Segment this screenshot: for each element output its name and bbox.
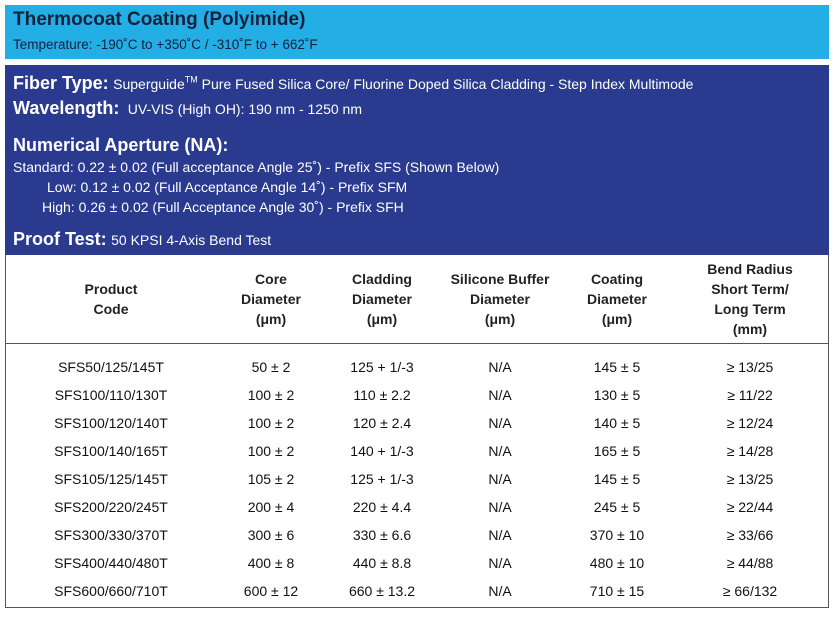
cell-core-diameter: 105 ± 2 [247,471,295,487]
cell-bend-radius: ≥ 44/88 [726,555,774,571]
cell-buffer-diameter: N/A [488,499,512,515]
cell-product-code: SFS100/140/165T [54,443,168,459]
cell-coating-diameter: 480 ± 10 [589,555,645,571]
cell-product-code: SFS600/660/710T [54,583,168,599]
cell-cladding-diameter: 140 + 1/-3 [350,443,414,459]
wavelength-label: Wavelength: [13,98,120,118]
table-row: SFS100/110/130T 100 ± 2 110 ± 2.2 N/A 130 ± … [6,381,828,409]
cell-bend-radius: ≥ 22/44 [726,499,774,515]
table-row: SFS200/220/245T 200 ± 4 220 ± 4.4 N/A 245 ± … [6,493,828,521]
cell-coating-diameter: 710 ± 15 [589,583,645,599]
table-row: SFS600/660/710T 600 ± 12 660 ± 13.2 N/A 710 … [6,577,828,605]
cell-coating-diameter: 165 ± 5 [593,443,641,459]
cell-cladding-diameter: 330 ± 6.6 [352,527,412,543]
cell-cladding-diameter: 125 + 1/-3 [350,471,414,487]
cell-bend-radius: ≥ 14/28 [726,443,774,459]
cell-product-code: SFS105/125/145T [54,471,168,487]
fiber-type-label: Fiber Type: [13,73,109,93]
cell-core-diameter: 100 ± 2 [247,415,295,431]
cell-buffer-diameter: N/A [488,527,512,543]
cell-product-code: SFS300/330/370T [54,527,168,543]
na-standard: Standard: 0.22 ± 0.02 (Full acceptance A… [13,159,500,175]
specs-panel: Fiber Type: SuperguideTM Pure Fused Sili… [5,65,829,255]
cell-product-code: SFS400/440/480T [54,555,168,571]
cell-bend-radius: ≥ 11/22 [727,387,773,403]
fiber-type-value: Pure Fused Silica Core/ Fluorine Doped S… [197,76,694,92]
cell-coating-diameter: 145 ± 5 [593,471,641,487]
proof-test-line: Proof Test: 50 KPSI 4-Axis Bend Test [13,229,271,250]
cell-coating-diameter: 245 ± 5 [593,499,641,515]
cell-buffer-diameter: N/A [488,359,512,375]
table-row: SFS50/125/145T 50 ± 2 125 + 1/-3 N/A 145 ± 5… [6,353,828,381]
cell-coating-diameter: 370 ± 10 [589,527,645,543]
fiber-type-brand: Superguide [113,76,185,92]
na-label: Numerical Aperture (NA): [13,135,229,155]
cell-bend-radius: ≥ 33/66 [726,527,774,543]
cell-buffer-diameter: N/A [488,471,512,487]
col-header-core-diameter: Core Diameter (μm) [241,271,301,327]
cell-product-code: SFS100/120/140T [54,415,168,431]
col-header-coating-diameter: Coating Diameter (μm) [587,271,647,327]
cell-buffer-diameter: N/A [488,387,512,403]
cell-bend-radius: ≥ 66/132 [722,583,778,599]
na-low: Low: 0.12 ± 0.02 (Full Acceptance Angle … [47,179,408,195]
cell-cladding-diameter: 440 ± 8.8 [352,555,412,571]
col-header-product-code: Product Code [84,281,138,317]
wavelength-line: Wavelength: UV-VIS (High OH): 190 nm - 1… [13,98,362,119]
cell-product-code: SFS50/125/145T [58,359,164,375]
table-row: SFS100/140/165T 100 ± 2 140 + 1/-3 N/A 165 ±… [6,437,828,465]
cell-cladding-diameter: 110 ± 2.2 [353,387,411,403]
na-high: High: 0.26 ± 0.02 (Full Acceptance Angle… [42,199,404,215]
cell-core-diameter: 200 ± 4 [247,499,295,515]
proof-test-value: 50 KPSI 4-Axis Bend Test [111,232,272,248]
cell-core-diameter: 50 ± 2 [251,359,291,375]
cell-coating-diameter: 145 ± 5 [593,359,641,375]
cell-buffer-diameter: N/A [488,583,512,599]
title-bar: Thermocoat Coating (Polyimide) Temperatu… [5,5,829,59]
col-header-cladding-diameter: Cladding Diameter (μm) [352,271,412,327]
cell-buffer-diameter: N/A [488,415,512,431]
cell-product-code: SFS200/220/245T [54,499,168,515]
cell-buffer-diameter: N/A [488,555,512,571]
table-row: SFS300/330/370T 300 ± 6 330 ± 6.6 N/A 370 ± … [6,521,828,549]
table-row: SFS400/440/480T 400 ± 8 440 ± 8.8 N/A 480 ± … [6,549,828,577]
cell-cladding-diameter: 120 ± 2.4 [352,415,412,431]
table-row: SFS100/120/140T 100 ± 2 120 ± 2.4 N/A 140 ± … [6,409,828,437]
datasheet: Thermocoat Coating (Polyimide) Temperatu… [5,5,829,608]
cell-product-code: SFS100/110/130T [54,387,168,403]
page-title: Thermocoat Coating (Polyimide) [13,9,306,30]
cell-core-diameter: 100 ± 2 [247,387,295,403]
table-header: Product Code Core Diameter (μm) Cladding Dia… [6,255,828,344]
cell-bend-radius: ≥ 13/25 [726,359,774,375]
proof-test-label: Proof Test: [13,229,107,249]
cell-cladding-diameter: 660 ± 13.2 [348,583,416,599]
cell-bend-radius: ≥ 12/24 [726,415,774,431]
cell-coating-diameter: 140 ± 5 [593,415,641,431]
temperature-range: Temperature: -190˚C to +350˚C / -310˚F t… [13,37,318,52]
cell-cladding-diameter: 220 ± 4.4 [352,499,412,515]
trademark-mark: TM [184,74,198,85]
cell-core-diameter: 100 ± 2 [247,443,295,459]
cell-cladding-diameter: 125 + 1/-3 [350,359,414,375]
cell-coating-diameter: 130 ± 5 [593,387,641,403]
cell-core-diameter: 600 ± 12 [243,583,299,599]
fiber-type-line: Fiber Type: SuperguideTM Pure Fused Sili… [13,73,693,94]
cell-core-diameter: 300 ± 6 [247,527,295,543]
wavelength-value: UV-VIS (High OH): 190 nm - 1250 nm [127,101,362,117]
cell-bend-radius: ≥ 13/25 [726,471,774,487]
cell-buffer-diameter: N/A [488,443,512,459]
cell-core-diameter: 400 ± 8 [247,555,295,571]
col-header-buffer-diameter: Silicone Buffer Diameter (μm) [450,271,550,327]
spec-table: Product Code Core Diameter (μm) Cladding Dia… [5,255,829,608]
table-row: SFS105/125/145T 105 ± 2 125 + 1/-3 N/A 145 ±… [6,465,828,493]
col-header-bend-radius: Bend Radius Short Term/Long Term (mm) [707,261,793,337]
